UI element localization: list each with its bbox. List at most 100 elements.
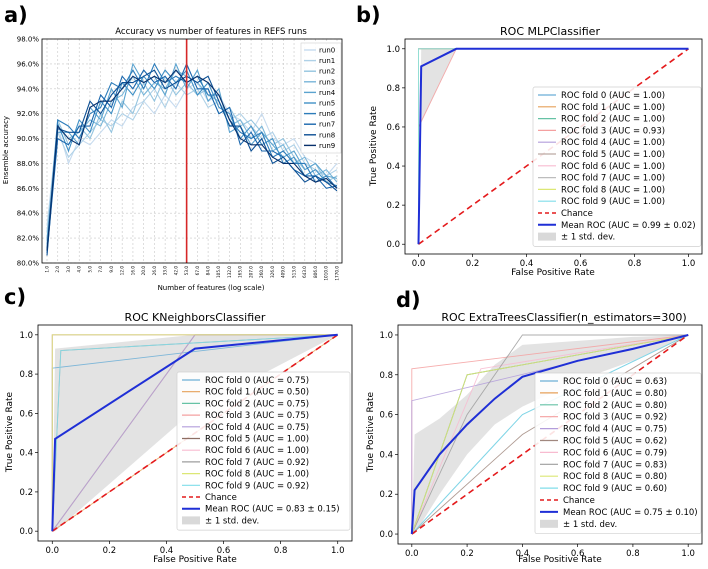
y-tick-label: 0.4 [379,450,393,460]
legend-box [534,372,702,535]
series-line-run0 [46,81,338,226]
y-tick-label: 0.2 [386,201,400,211]
plot-frame [397,324,703,545]
panel-b-roc-mlp: ROC MLPClassifier False Positive Rate Tr… [369,25,703,278]
y-tick-label: 96.0% [17,60,40,68]
x-tick-label: 0.2 [460,549,474,559]
legend-label: ROC fold 4 (AUC = 1.00) [561,138,665,148]
legend-label: run1 [319,57,335,65]
y-tick-label: 90.0% [17,135,40,143]
x-tick-label: 643.0 [302,266,307,278]
y-tick-label: 80.0% [17,260,40,268]
legend-label: Chance [563,496,595,506]
x-tick-label: 326.0 [270,266,275,278]
mean-roc-curve [51,333,338,532]
x-tick-label: 0.8 [274,546,288,556]
x-axis-label: Number of features (log scale) [158,284,265,292]
x-tick-label: 26.0 [152,266,157,276]
legend-label: ROC fold 5 (AUC = 1.00) [561,150,665,160]
x-tick-label: 16.0 [130,266,135,276]
x-tick-label: 0.4 [516,549,530,559]
x-tick-label: 12.0 [120,266,125,276]
panel-a-accuracy-chart: Accuracy vs number of features in REFS r… [2,27,343,292]
legend-label: ± 1 std. dev. [563,520,617,530]
x-tick-label: 260.0 [259,266,264,278]
y-tick-label: 94.0% [17,85,40,93]
legend-label: ROC fold 6 (AUC = 1.00) [205,446,309,456]
legend-label: run8 [319,131,335,139]
legend-label: ROC fold 5 (AUC = 0.62) [563,437,667,447]
x-tick-label: 7.0 [98,266,103,273]
y-axis-label: True Positive Rate [366,391,376,473]
fold-curve-5 [411,334,689,535]
y-tick-label: 0.6 [386,123,400,133]
x-tick-label: 5.0 [87,266,92,273]
x-tick-label: 0.6 [574,259,588,269]
legend-label: run4 [319,89,336,97]
x-tick-label: 1.0 [44,266,49,273]
legend-swatch-band [182,516,200,525]
y-tick-label: 0.4 [386,162,400,172]
chance-line [418,48,689,245]
x-tick-label: 1.0 [682,259,696,269]
y-tick-label: 0.2 [19,488,33,498]
panel-d-roc-extratrees: ROC ExtraTreesClassifier(n_estimators=30… [366,311,703,565]
legend-label: run5 [319,100,335,108]
x-tick-label: 42.0 [173,266,178,276]
x-tick-label: 1.0 [331,546,345,556]
legend-label: run7 [319,121,335,129]
legend-label: Mean ROC (AUC = 0.83 ± 0.15) [205,505,340,515]
legend-label: ROC fold 8 (AUC = 0.80) [563,472,667,482]
y-tick-label: 0.2 [379,490,393,500]
x-tick-label: 3.0 [66,266,71,273]
x-tick-label: 806.0 [313,266,318,278]
legend-label: run6 [319,110,336,118]
legend-label: ROC fold 3 (AUC = 0.92) [563,413,667,423]
panel-label-a: a) [4,3,28,27]
legend-label: ROC fold 9 (AUC = 0.92) [205,481,309,491]
y-tick-label: 1.0 [19,331,33,341]
y-tick-label: 82.0% [17,235,40,243]
legend-label: ± 1 std. dev. [205,516,259,526]
fold-curve-8 [411,334,689,535]
legend-label: ROC fold 2 (AUC = 1.00) [561,115,665,125]
legend-label: ROC fold 2 (AUC = 0.80) [563,401,667,411]
chart-title: ROC ExtraTreesClassifier(n_estimators=30… [441,311,686,324]
x-tick-label: 132.0 [227,266,232,278]
legend-label: ROC fold 2 (AUC = 0.75) [205,399,309,409]
legend-label: ROC fold 8 (AUC = 1.00) [205,470,309,480]
x-tick-label: 0.4 [160,546,174,556]
legend-box [176,371,351,531]
legend-label: ROC fold 5 (AUC = 1.00) [205,435,309,445]
legend-label: ROC fold 0 (AUC = 1.00) [561,91,665,101]
plot-frame [37,324,353,542]
series-line-run5 [46,69,338,249]
y-tick-label: 0.0 [379,530,393,540]
x-tick-label: 0.0 [412,259,426,269]
x-tick-label: 0.2 [103,546,117,556]
x-tick-label: 84.0 [206,266,211,276]
chart-title: ROC KNeighborsClassifier [125,311,266,324]
legend-label: Mean ROC (AUC = 0.75 ± 0.10) [563,508,698,518]
x-tick-label: 165.0 [238,266,243,278]
legend-label: ROC fold 1 (AUC = 1.00) [561,103,665,113]
legend-label: run3 [319,78,335,86]
y-tick-label: 0.0 [386,240,400,250]
y-tick-label: 88.0% [17,160,40,168]
legend-label: ROC fold 4 (AUC = 0.75) [205,423,309,433]
y-tick-label: 1.0 [386,45,400,55]
x-tick-label: 1.0 [681,549,695,559]
y-tick-label: 0.6 [19,409,33,419]
y-tick-label: 92.0% [17,110,40,118]
plot-frame [404,38,703,255]
mean-roc-curve [410,334,689,535]
fold-curve-8 [51,334,338,532]
x-tick-label: 53.0 [184,266,189,276]
legend-box [532,86,702,247]
x-tick-label: 1770.0 [334,266,339,281]
x-tick-label: 0.8 [626,549,640,559]
x-axis-label: False Positive Rate [511,268,595,278]
x-tick-label: 9.0 [109,266,114,273]
legend-label: ROC fold 6 (AUC = 0.79) [563,448,667,458]
legend-label: ROC fold 1 (AUC = 0.50) [205,388,309,398]
